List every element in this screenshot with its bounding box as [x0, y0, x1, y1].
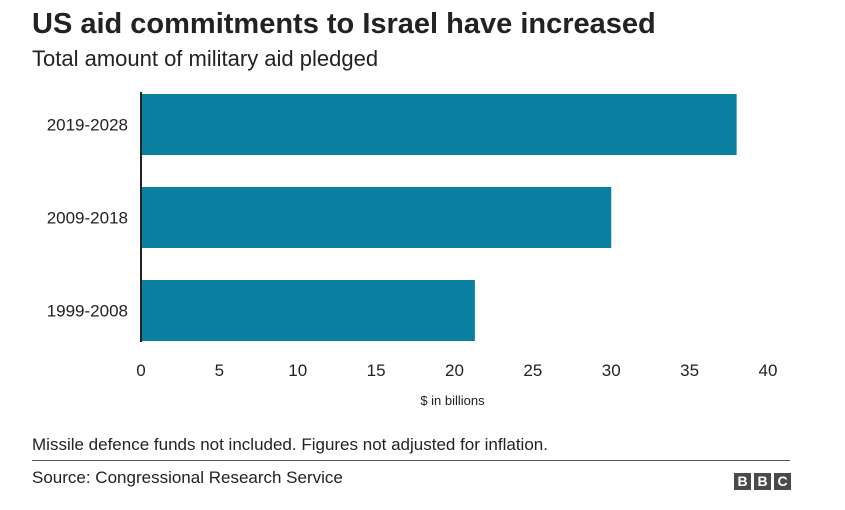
x-tick-label-30: 30	[602, 361, 621, 380]
footer-divider	[32, 460, 790, 461]
chart-source: Source: Congressional Research Service	[32, 468, 343, 487]
x-tick-label-5: 5	[215, 361, 224, 380]
bbc-logo-letter-3: C	[774, 473, 791, 490]
x-tick-label-10: 10	[288, 361, 307, 380]
x-tick-label-0: 0	[136, 361, 145, 380]
category-label-2019-2028: 2019-2028	[47, 116, 128, 135]
x-axis-label: $ in billions	[420, 393, 485, 408]
x-tick-label-40: 40	[759, 361, 778, 380]
bar-chart: 2019-2028 2009-2018 1999-2008 0 5 10 15 20 25 30 3…	[47, 92, 778, 408]
category-label-1999-2008: 1999-2008	[47, 302, 128, 321]
chart-title: US aid commitments to Israel have increa…	[32, 8, 656, 40]
bbc-logo: B B C	[734, 473, 791, 490]
chart-subtitle: Total amount of military aid pledged	[32, 46, 379, 71]
chart-note: Missile defence funds not included. Figu…	[32, 435, 548, 454]
x-tick-label-20: 20	[445, 361, 464, 380]
x-tick-label-25: 25	[523, 361, 542, 380]
x-tick-label-15: 15	[367, 361, 386, 380]
x-tick-label-35: 35	[680, 361, 699, 380]
bar-2009-2018	[141, 187, 612, 248]
bar-2019-2028	[141, 94, 737, 155]
category-label-2009-2018: 2009-2018	[47, 209, 128, 228]
bbc-logo-letter-1: B	[734, 473, 751, 490]
bar-1999-2008	[141, 280, 475, 341]
bbc-logo-letter-2: B	[754, 473, 771, 490]
